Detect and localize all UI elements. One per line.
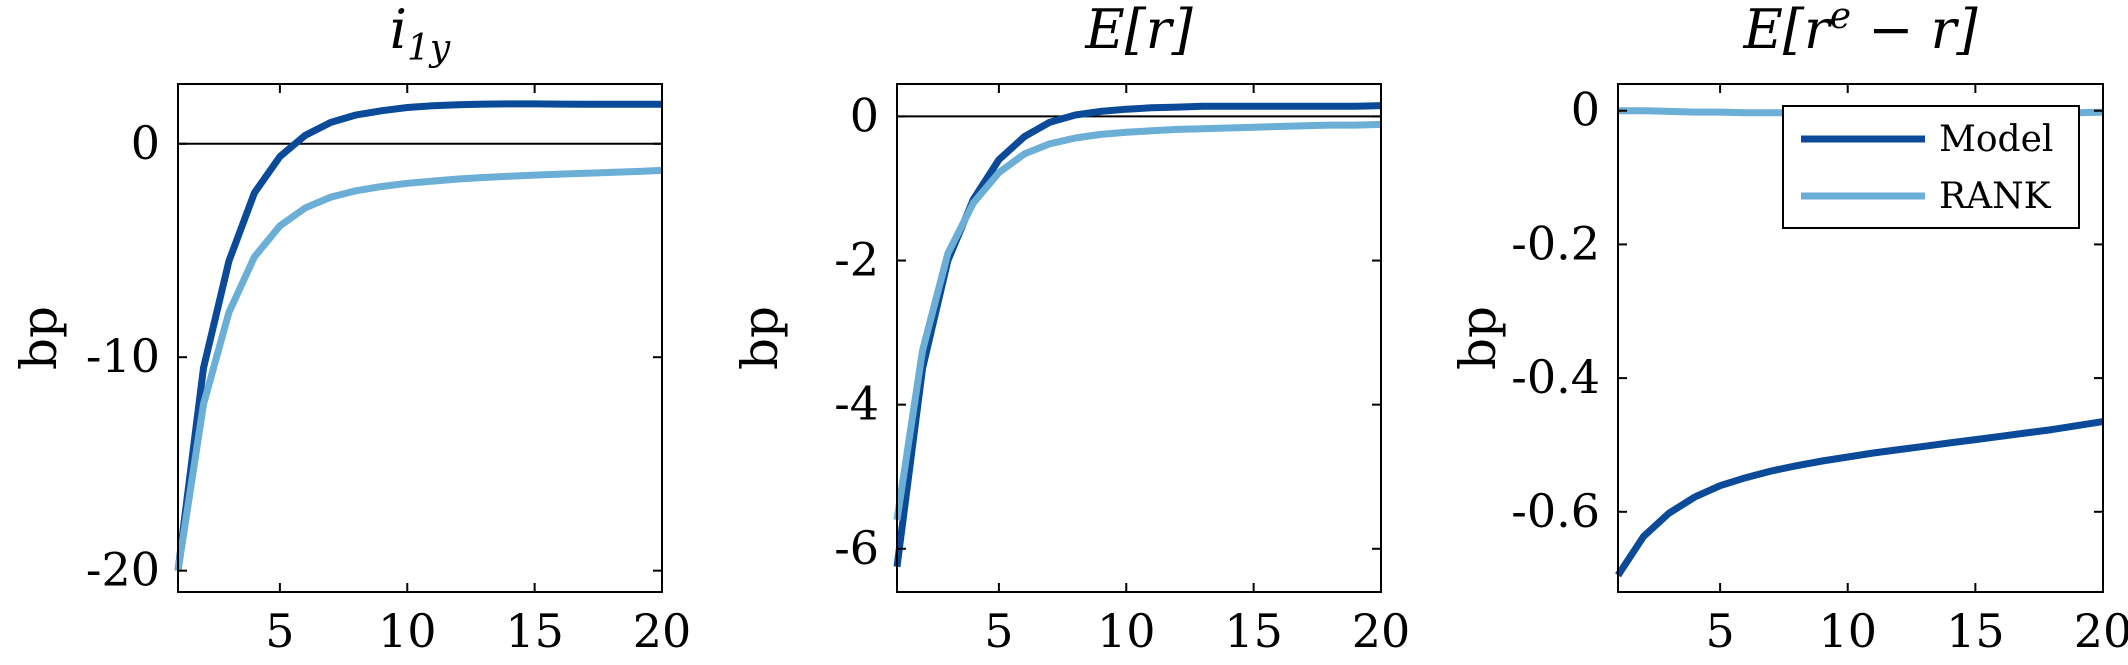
x-tick-label: 10 [1097, 604, 1156, 658]
series-line-rank [174, 166, 663, 572]
x-tick-label: 5 [1705, 604, 1734, 658]
x-tick-label: 15 [505, 604, 564, 658]
chart-title: E[r] [1084, 0, 1193, 61]
legend-label-model: Model [1939, 119, 2053, 160]
y-axis-label: bp [731, 306, 789, 370]
y-axis-label: bp [10, 306, 68, 370]
title-main: E[r [1742, 0, 1832, 61]
plot-frame [896, 83, 1382, 593]
title-main: i [390, 0, 407, 61]
chart-panel-1: 5 10 15 20 -20 -10 0 bp i1y [10, 0, 691, 658]
x-tick-label: 10 [1818, 604, 1877, 658]
x-tick-label: 20 [1352, 604, 1411, 658]
x-tick-label: 5 [984, 604, 1013, 658]
chart-panel-2: 5 10 15 20 -6 -4 -2 0 bp E[r] [731, 0, 1410, 658]
y-tick-label: 0 [850, 88, 879, 142]
y-tick-label: -20 [86, 543, 160, 597]
y-tick-label: -4 [834, 377, 879, 431]
legend-box [1782, 105, 2080, 229]
title-main: E[r] [1084, 0, 1193, 61]
title-subscript: 1y [407, 28, 451, 69]
series-line-model [174, 100, 662, 572]
x-tick-label: 20 [2074, 604, 2128, 658]
series-line-rank [893, 120, 1382, 521]
x-tick-label: 10 [378, 604, 437, 658]
y-tick-label: -6 [834, 521, 879, 575]
chart-panel-3: 5 10 15 20 -0.6 -0.4 -0.2 0 bp E[re − r] Model RANK [1449, 0, 2128, 658]
plot-frame [1617, 83, 2104, 593]
series-line-model [1615, 418, 2104, 578]
y-tick-label: -2 [834, 233, 879, 287]
legend-label-rank: RANK [1939, 176, 2052, 217]
y-tick-label: 0 [1571, 83, 1600, 137]
plot-frame [177, 83, 663, 593]
title-tail: − r] [1851, 0, 1978, 61]
title-superscript: e [1830, 0, 1851, 37]
x-tick-label: 15 [1224, 604, 1283, 658]
legend: Model RANK [1782, 105, 2080, 229]
x-tick-label: 20 [633, 604, 692, 658]
y-tick-label: -0.4 [1511, 350, 1600, 404]
chart-title: i1y [390, 0, 451, 69]
y-tick-label: -10 [86, 329, 160, 383]
x-tick-label: 5 [265, 604, 294, 658]
x-tick-label: 15 [1946, 604, 2005, 658]
y-tick-label: -0.2 [1511, 216, 1600, 270]
y-tick-label: 0 [131, 116, 160, 170]
y-tick-label: -0.6 [1511, 484, 1600, 538]
y-axis-label: bp [1449, 306, 1507, 370]
series-line-model [893, 102, 1382, 568]
chart-title: E[re − r] [1742, 0, 1978, 61]
